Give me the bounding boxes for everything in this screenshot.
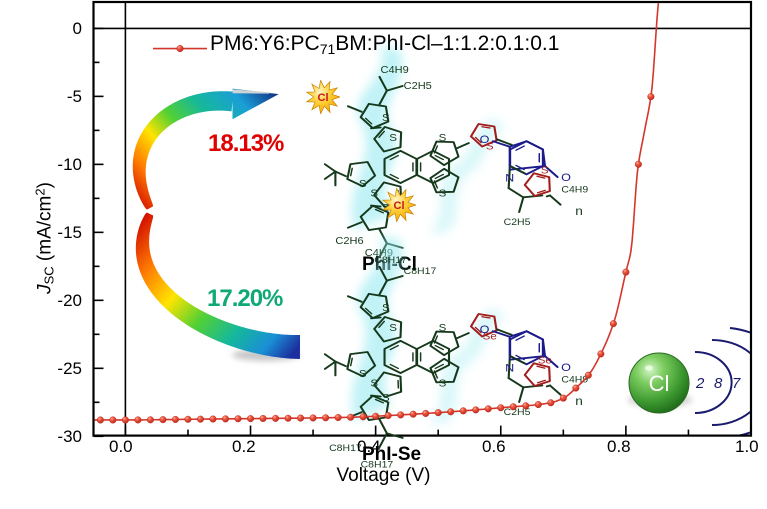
svg-text:N: N [505,171,514,184]
svg-text:O: O [561,361,571,374]
svg-text:O: O [480,323,490,336]
svg-text:S: S [370,188,378,199]
svg-text:S: S [382,113,390,124]
svg-text:8: 8 [714,375,723,392]
svg-text:Se: Se [538,355,552,366]
svg-text:C4H9: C4H9 [561,185,588,195]
svg-text:n: n [575,204,583,218]
svg-text:S: S [389,133,397,144]
svg-text:2: 2 [695,375,705,392]
svg-text:O: O [480,133,490,146]
svg-text:S: S [439,188,447,199]
svg-text:7: 7 [732,375,741,392]
svg-text:S: S [382,393,390,404]
svg-text:C2H6: C2H6 [335,237,363,247]
svg-text:C4H9: C4H9 [381,66,409,76]
svg-text:S: S [389,323,397,334]
svg-text:n: n [575,394,583,408]
svg-text:S: S [359,369,367,380]
svg-text:S: S [541,165,549,176]
svg-text:S: S [382,303,390,314]
svg-text:N: N [505,361,514,374]
svg-text:C8H17: C8H17 [374,256,407,266]
svg-text:S: S [439,133,447,144]
svg-text:C8H17: C8H17 [404,267,437,277]
svg-text:O: O [561,171,571,184]
svg-text:Cl: Cl [649,371,670,396]
svg-text:C2H5: C2H5 [504,217,531,227]
svg-text:S: S [359,179,367,190]
svg-text:C2H5: C2H5 [404,81,432,91]
svg-text:S: S [439,378,447,389]
svg-text:S: S [370,378,378,389]
svg-text:S: S [439,323,447,334]
